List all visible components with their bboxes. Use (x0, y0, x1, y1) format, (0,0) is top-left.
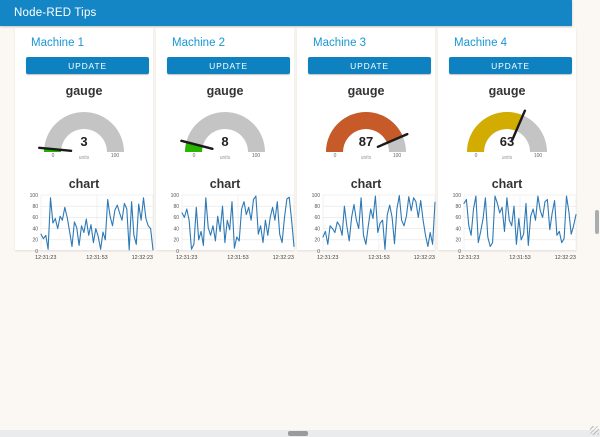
update-button[interactable]: UPDATE (449, 57, 572, 74)
svg-text:0: 0 (193, 153, 196, 159)
svg-text:80: 80 (455, 204, 461, 210)
vertical-scrollbar-handle[interactable] (595, 210, 599, 234)
svg-text:87: 87 (359, 134, 373, 149)
svg-text:units: units (220, 155, 231, 161)
gauge-title: gauge (65, 84, 103, 98)
svg-text:12:31:53: 12:31:53 (86, 255, 107, 261)
svg-text:100: 100 (252, 153, 261, 159)
svg-text:100: 100 (534, 153, 543, 159)
svg-text:0: 0 (317, 249, 320, 255)
chart-widget: chart 0 20 40 60 80 100 12:31:23 12:31:53 12:32:… (15, 177, 154, 263)
header-title: Node-RED Tips (14, 7, 97, 19)
svg-text:12:31:53: 12:31:53 (227, 255, 248, 261)
svg-text:40: 40 (455, 226, 461, 232)
svg-text:12:31:23: 12:31:23 (458, 255, 479, 261)
svg-text:80: 80 (173, 204, 179, 210)
update-button[interactable]: UPDATE (26, 57, 149, 74)
svg-text:12:31:53: 12:31:53 (509, 255, 530, 261)
chart-title: chart (491, 177, 523, 191)
svg-text:0: 0 (334, 153, 337, 159)
chart-title: chart (68, 177, 100, 191)
svg-text:100: 100 (171, 193, 180, 199)
svg-text:63: 63 (500, 134, 514, 149)
gauge-title: gauge (488, 84, 526, 98)
svg-text:60: 60 (314, 215, 320, 221)
svg-text:100: 100 (312, 193, 321, 199)
machine-card: Machine 1 UPDATE gauge 3 units 0 100 chart … (15, 28, 154, 261)
dashboard: Machine 1 UPDATE gauge 3 units 0 100 chart … (0, 28, 577, 261)
svg-text:0: 0 (475, 153, 478, 159)
chart-title: chart (350, 177, 382, 191)
svg-text:0: 0 (458, 249, 461, 255)
svg-text:12:32:23: 12:32:23 (555, 255, 576, 261)
update-button[interactable]: UPDATE (308, 57, 431, 74)
chart-canvas: 0 20 40 60 80 100 12:31:23 12:31:53 12:32:23 (30, 193, 154, 261)
svg-text:12:31:53: 12:31:53 (368, 255, 389, 261)
gauge-canvas: 3 units 0 100 (38, 112, 124, 161)
chart-title: chart (209, 177, 241, 191)
svg-text:40: 40 (314, 226, 320, 232)
machine-title: Machine 3 (313, 37, 367, 49)
chart-canvas: 0 20 40 60 80 100 12:31:23 12:31:53 12:32:23 (171, 193, 295, 261)
svg-text:100: 100 (111, 153, 120, 159)
svg-text:0: 0 (52, 153, 55, 159)
resize-grip-icon[interactable] (590, 426, 599, 435)
gauge-title: gauge (347, 84, 385, 98)
svg-text:20: 20 (455, 238, 461, 244)
svg-text:12:31:23: 12:31:23 (35, 255, 56, 261)
chart-widget: chart 0 20 40 60 80 100 12:31:23 12:31:53 12:32:… (156, 177, 295, 263)
svg-text:0: 0 (176, 249, 179, 255)
svg-text:8: 8 (221, 134, 228, 149)
svg-text:60: 60 (32, 215, 38, 221)
machine-card: Machine 4 UPDATE gauge 63 units 0 100 chart… (438, 28, 577, 261)
svg-text:80: 80 (32, 204, 38, 210)
svg-text:40: 40 (32, 226, 38, 232)
svg-text:100: 100 (393, 153, 402, 159)
svg-text:units: units (361, 155, 372, 161)
chart-canvas: 0 20 40 60 80 100 12:31:23 12:31:53 12:32:23 (312, 193, 436, 261)
gauge-canvas: 87 units 0 100 (326, 112, 409, 161)
svg-text:12:31:23: 12:31:23 (317, 255, 338, 261)
gauge-title: gauge (206, 84, 244, 98)
svg-text:12:32:23: 12:32:23 (132, 255, 153, 261)
svg-text:12:32:23: 12:32:23 (273, 255, 294, 261)
chart-widget: chart 0 20 40 60 80 100 12:31:23 12:31:53 12:32:… (297, 177, 436, 263)
gauge-widget: gauge 63 units 0 100 (438, 84, 576, 164)
svg-text:12:31:23: 12:31:23 (176, 255, 197, 261)
svg-text:12:32:23: 12:32:23 (414, 255, 435, 261)
chart-canvas: 0 20 40 60 80 100 12:31:23 12:31:53 12:32:23 (453, 193, 577, 261)
svg-text:40: 40 (173, 226, 179, 232)
svg-text:100: 100 (30, 193, 39, 199)
header-bar: Node-RED Tips (0, 0, 572, 26)
svg-text:100: 100 (453, 193, 462, 199)
machine-card: Machine 3 UPDATE gauge 87 units 0 100 chart… (297, 28, 436, 261)
gauge-canvas: 8 units 0 100 (180, 112, 265, 161)
svg-text:60: 60 (455, 215, 461, 221)
svg-text:20: 20 (32, 238, 38, 244)
gauge-canvas: 63 units 0 100 (467, 109, 547, 161)
machine-title: Machine 2 (172, 37, 226, 49)
machine-title: Machine 4 (454, 37, 508, 49)
dashboard-root: Node-RED Tips Machine 1 UPDATE gauge 3 un… (0, 0, 577, 261)
svg-text:60: 60 (173, 215, 179, 221)
gauge-widget: gauge 8 units 0 100 (156, 84, 294, 164)
svg-text:20: 20 (173, 238, 179, 244)
svg-text:units: units (79, 155, 90, 161)
chart-widget: chart 0 20 40 60 80 100 12:31:23 12:31:53 12:32:… (438, 177, 577, 263)
gauge-widget: gauge 87 units 0 100 (297, 84, 435, 164)
machine-title: Machine 1 (31, 37, 85, 49)
svg-text:0: 0 (35, 249, 38, 255)
update-button[interactable]: UPDATE (167, 57, 290, 74)
svg-text:3: 3 (80, 134, 87, 149)
horizontal-scrollbar-handle[interactable] (288, 431, 308, 436)
machine-card: Machine 2 UPDATE gauge 8 units 0 100 chart … (156, 28, 295, 261)
svg-text:20: 20 (314, 238, 320, 244)
gauge-widget: gauge 3 units 0 100 (15, 84, 153, 164)
horizontal-scrollbar-track[interactable] (0, 430, 600, 437)
svg-text:80: 80 (314, 204, 320, 210)
svg-text:units: units (502, 155, 513, 161)
